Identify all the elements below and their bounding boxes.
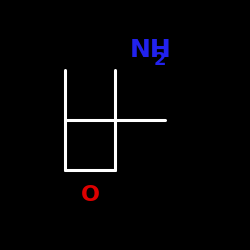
Text: O: O (80, 185, 100, 205)
Text: NH: NH (130, 38, 172, 62)
Text: 2: 2 (154, 51, 166, 69)
